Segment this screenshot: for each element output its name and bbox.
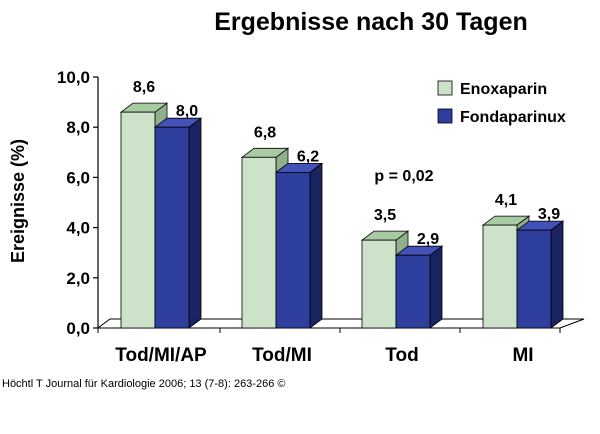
y-tick-label: 2,0 bbox=[66, 269, 90, 288]
x-category-label: Tod/MI bbox=[252, 345, 312, 366]
y-axis-label: Ereignisse (%) bbox=[8, 139, 28, 263]
data-label: 6,8 bbox=[254, 124, 276, 141]
y-tick-label: 0,0 bbox=[66, 319, 90, 338]
bars bbox=[119, 102, 565, 329]
y-tick-label: 8,0 bbox=[66, 118, 90, 137]
data-label: 3,9 bbox=[538, 206, 560, 223]
legend: Enoxaparin Fondaparinux bbox=[437, 80, 566, 126]
bar-fondaparinux-tod-mi-ap bbox=[153, 117, 203, 329]
axes: 0,0 2,0 4,0 6,0 8,0 10,0 Tod/MI/AP Tod/MI Tod MI bbox=[57, 68, 561, 366]
source-caption: Höchtl T Journal für Kardiologie 2006; 1… bbox=[2, 378, 286, 390]
bar-chart: Ergebnisse nach 30 Tagen Ereignisse (%) … bbox=[8, 8, 585, 366]
data-label: 8,0 bbox=[176, 103, 198, 120]
x-category-label: Tod bbox=[385, 345, 418, 366]
y-tick-label: 4,0 bbox=[66, 219, 90, 238]
data-label: 4,1 bbox=[495, 192, 517, 209]
legend-label: Enoxaparin bbox=[460, 81, 547, 98]
bar-fondaparinux-tod bbox=[394, 245, 444, 329]
x-category-label: MI bbox=[512, 345, 533, 366]
x-category-label: Tod/MI/AP bbox=[115, 345, 207, 366]
data-label: 6,2 bbox=[297, 148, 319, 165]
data-label: 8,6 bbox=[133, 79, 155, 96]
bar-fondaparinux-tod-mi bbox=[274, 162, 324, 329]
chart-title: Ergebnisse nach 30 Tagen bbox=[214, 8, 528, 36]
legend-swatch bbox=[437, 80, 453, 96]
bar-fondaparinux-mi bbox=[515, 220, 565, 329]
y-tick-label: 6,0 bbox=[66, 168, 90, 187]
data-label: 3,5 bbox=[374, 207, 396, 224]
legend-swatch bbox=[437, 108, 453, 124]
legend-label: Fondaparinux bbox=[460, 109, 566, 126]
y-tick-label: 10,0 bbox=[57, 68, 90, 87]
p-value-annotation: p = 0,02 bbox=[374, 168, 433, 185]
data-label: 2,9 bbox=[417, 231, 439, 248]
data-labels: 8,6 8,0 6,8 6,2 3,5 2,9 4,1 3,9 bbox=[133, 79, 560, 248]
